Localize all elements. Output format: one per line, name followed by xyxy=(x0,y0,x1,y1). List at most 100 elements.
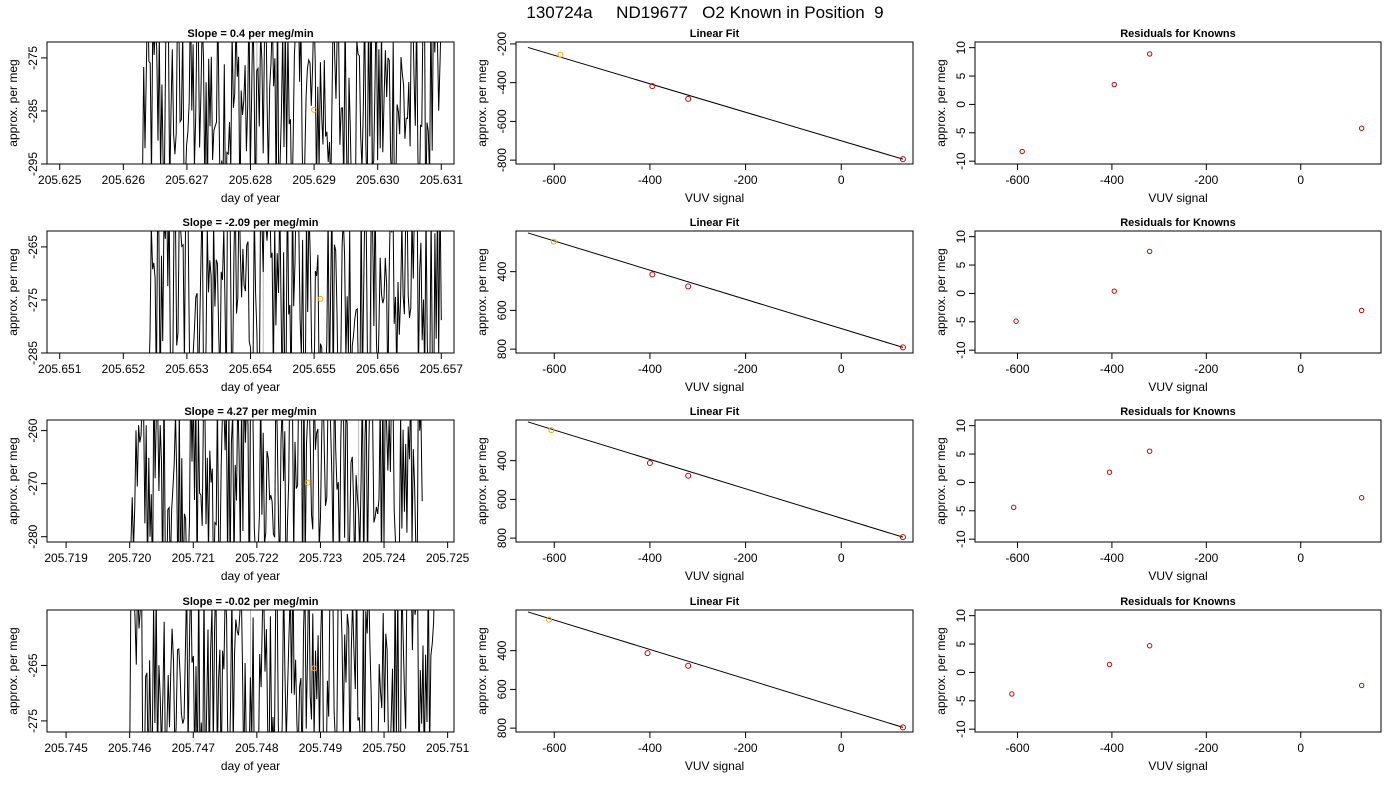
residual-point-4 xyxy=(1358,495,1365,501)
panel-title: Slope = 0.4 per meg/min xyxy=(187,28,314,40)
plot-frame xyxy=(974,609,1382,733)
plot-area xyxy=(527,421,906,541)
data-point-2 xyxy=(644,650,651,657)
fit-line xyxy=(527,46,904,160)
x-axis-label: VUV signal xyxy=(1148,569,1207,583)
x-tick-label: -400 xyxy=(1100,741,1124,755)
panel-r4-residuals: Residuals for Knowns -600 -400 -200 0 VUV sig… xyxy=(934,596,1382,773)
y-tick-label: -275 xyxy=(26,709,40,733)
x-tick-label: -600 xyxy=(542,173,566,187)
panel-title: Residuals for Knowns xyxy=(1120,217,1236,229)
y-tick-label: 10 xyxy=(954,230,968,244)
y-tick-label: -275 xyxy=(26,288,40,312)
residual-point-4 xyxy=(1358,307,1365,314)
x-tick-label: -400 xyxy=(638,741,662,755)
x-tick-label: 205.749 xyxy=(299,741,343,755)
x-tick-label: -400 xyxy=(1100,551,1124,565)
x-tick-label: 205.653 xyxy=(165,362,209,376)
x-tick-label: -200 xyxy=(1194,173,1218,187)
residual-point-2 xyxy=(1106,469,1113,475)
x-tick-label: 205.656 xyxy=(356,362,400,376)
residual-point-1 xyxy=(1019,148,1025,155)
x-tick-label: -400 xyxy=(1100,362,1124,376)
y-axis-label: approx. per meg xyxy=(475,627,489,714)
residual-point-4 xyxy=(1358,682,1365,689)
y-tick-label: -260 xyxy=(26,418,40,442)
y-tick-label: 10 xyxy=(954,419,968,433)
y-axis-label: approx. per meg xyxy=(475,248,489,335)
x-tick-label: -600 xyxy=(542,551,566,565)
data-point-3 xyxy=(685,283,692,290)
residual-point-2 xyxy=(1106,661,1113,668)
y-axis-label: approx. per meg xyxy=(6,627,20,714)
y-tick-label: 800 xyxy=(495,718,509,738)
y-tick-label: 600 xyxy=(495,489,509,509)
x-tick-label: 0 xyxy=(1297,551,1304,565)
x-axis-label: day of year xyxy=(221,569,280,583)
y-tick-label: 0 xyxy=(954,669,968,676)
x-tick-label: -200 xyxy=(1194,362,1218,376)
y-tick-label: -270 xyxy=(26,471,40,495)
y-tick-label: -10 xyxy=(954,152,968,170)
y-tick-label: -5 xyxy=(954,316,968,327)
plot-area xyxy=(1009,643,1365,697)
residual-point-3 xyxy=(1146,51,1153,57)
panel-r2-residuals: Residuals for Knowns -600 -400 -200 0 VUV sig… xyxy=(934,217,1382,394)
x-axis-label: VUV signal xyxy=(1148,191,1207,205)
x-axis-label: VUV signal xyxy=(685,759,744,773)
x-tick-label: 205.652 xyxy=(102,362,146,376)
y-tick-label: 400 xyxy=(495,261,509,281)
residual-point-4 xyxy=(1358,125,1365,131)
panel-title: Linear Fit xyxy=(690,217,740,229)
panel-r3-linear-fit: Linear Fit -600 -400 -200 0 VUV signal 400 600 8… xyxy=(475,406,914,583)
x-tick-label: -600 xyxy=(542,741,566,755)
panel-r4-linear-fit: Linear Fit -600 -400 -200 0 VUV signal 400 600 8… xyxy=(475,596,914,773)
x-tick-label: 205.655 xyxy=(292,362,336,376)
plot-area xyxy=(1011,448,1365,511)
x-axis-label: VUV signal xyxy=(685,380,744,394)
panel-title: Residuals for Knowns xyxy=(1120,596,1236,608)
y-tick-label: -285 xyxy=(26,341,40,365)
signal-trace xyxy=(142,42,442,164)
y-axis-label: approx. per meg xyxy=(475,437,489,524)
data-point-2 xyxy=(649,83,656,90)
panel-r1-linear-fit: Linear Fit -600 -400 -200 0 VUV signal -200 -40… xyxy=(475,28,914,205)
data-point-4 xyxy=(899,156,906,163)
x-tick-label: 205.746 xyxy=(108,741,152,755)
mean-point xyxy=(317,295,324,302)
data-point-3 xyxy=(685,662,692,669)
x-tick-label: 205.723 xyxy=(299,551,343,565)
y-axis-label: approx. per meg xyxy=(6,59,20,146)
panel-r1-residuals: Residuals for Knowns -600 -400 -200 0 VUV sig… xyxy=(934,28,1382,205)
y-axis-label: approx. per meg xyxy=(6,437,20,524)
x-tick-label: -200 xyxy=(734,362,758,376)
plot-frame xyxy=(515,230,914,354)
plot-area xyxy=(527,46,906,163)
x-axis-label: day of year xyxy=(221,759,280,773)
x-tick-label: 205.719 xyxy=(44,551,88,565)
data-point-4 xyxy=(899,534,906,541)
signal-trace xyxy=(129,610,435,732)
plot-area xyxy=(527,611,906,731)
plot-area xyxy=(527,232,906,351)
plot-area xyxy=(1019,51,1365,155)
y-tick-label: 5 xyxy=(954,72,968,79)
x-tick-label: 205.631 xyxy=(420,173,464,187)
y-tick-label: -265 xyxy=(26,235,40,259)
x-tick-label: -200 xyxy=(734,551,758,565)
panel-title: Slope = 4.27 per meg/min xyxy=(184,406,317,418)
data-point-4 xyxy=(899,344,906,351)
y-tick-label: -5 xyxy=(954,695,968,706)
x-tick-label: -200 xyxy=(734,741,758,755)
mean-point xyxy=(311,106,318,113)
x-tick-label: 205.745 xyxy=(44,741,88,755)
y-tick-label: -10 xyxy=(954,341,968,359)
fit-line xyxy=(527,232,904,348)
x-tick-label: 205.627 xyxy=(165,173,209,187)
plot-frame xyxy=(974,41,1382,165)
panel-title: Linear Fit xyxy=(690,596,740,608)
x-tick-label: -400 xyxy=(638,173,662,187)
panel-title: Linear Fit xyxy=(690,28,740,40)
y-tick-label: -10 xyxy=(954,530,968,548)
